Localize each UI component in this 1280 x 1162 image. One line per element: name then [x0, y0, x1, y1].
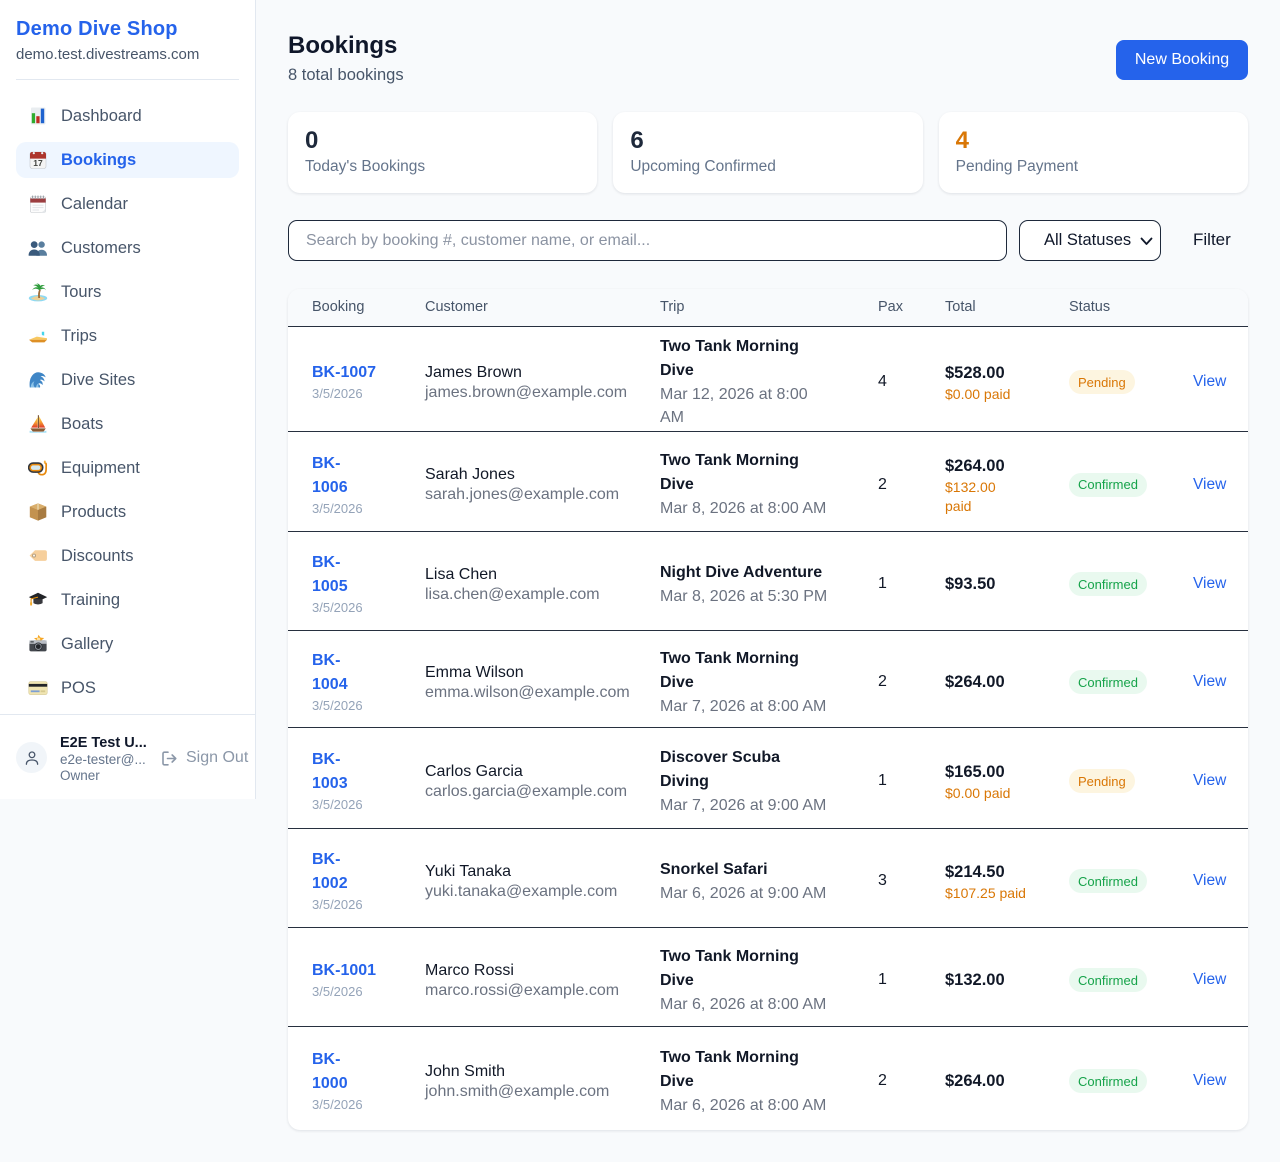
- svg-text:17: 17: [33, 158, 43, 168]
